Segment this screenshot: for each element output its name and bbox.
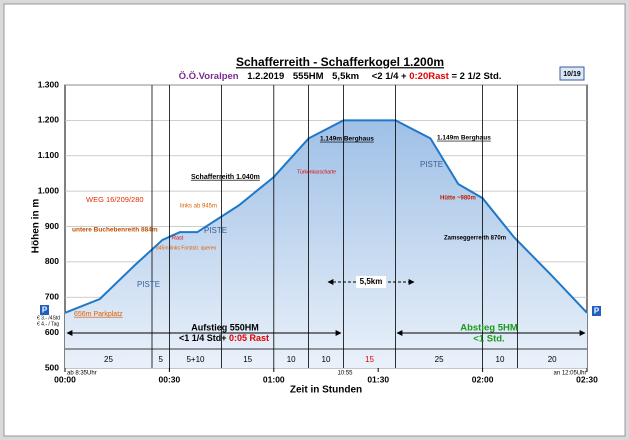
annotation: 0:05 Rast [229,333,269,343]
x-tick-label: 01:30 [367,374,389,384]
segment-label: 25 [435,355,444,364]
annotation: Hütte ~980m [440,196,476,202]
annotation: links ab 945m [180,204,217,210]
y-tick-label: 1.000 [38,185,60,195]
segment-label: 5 [158,355,163,364]
y-tick-label: 1.200 [38,115,60,125]
annotation: Rast [172,235,184,241]
subtitle-part: 0:20Rast [409,71,449,82]
annotation: <1 Std. [473,334,504,345]
y-axis-label: Höhen in m [31,199,42,254]
x-tick-label: 00:00 [54,374,76,384]
annotation: P [594,307,600,316]
y-tick-label: 600 [45,327,59,337]
y-tick-label: 900 [45,221,59,231]
subtitle-part: <2 1/4 + [372,71,407,82]
annotation: 845m links Forststr. queren [156,245,217,251]
distance-bg [356,276,386,288]
segment-label: 10 [287,355,296,364]
annotation: Schafferreith 1.040m [191,174,260,181]
segment-label: 15 [365,355,374,364]
y-tick-label: 500 [45,362,59,372]
annotation: € 3.- /4Std [37,315,60,321]
y-tick-label: 700 [45,292,59,302]
annotation: Türkenkarscharte [297,169,336,175]
x-axis-label: Zeit in Stunden [290,385,362,396]
segment-label: 5+10 [186,355,205,364]
y-tick-label: 1.100 [38,150,60,160]
x-tick-label: 00:30 [159,374,181,384]
badge-box [559,66,585,81]
badge: 10/19 [563,71,581,78]
annotation: Abstieg 5HM [460,323,518,334]
plot [64,85,588,368]
annotation: 656m Parkplatz [74,311,123,318]
subtitle-part: 5,5km [332,71,359,82]
annotation: ab 8:35Uhr [67,371,97,377]
subtitle-part: Ö.Ö.Voralpen [179,71,239,82]
parking-sign [40,305,49,315]
annotation: € 4.- / Tag [37,321,59,327]
annotation: WEG 16/209/280 [86,195,144,204]
annotation: untere Buchebenreith 884m [72,227,158,234]
segment-label: 25 [104,355,113,364]
annotation: 5,5km [360,277,383,286]
segment-label: 10 [322,355,331,364]
subtitle: Ö.Ö.Voralpen 1.2.2019 555HM 5,5km <2 1/4… [179,71,502,82]
annotation: PISTE [137,280,160,289]
annotation: 1.149m Berghaus [320,136,374,143]
annotation: 10:55 [337,371,353,377]
annotation: PISTE [420,160,443,169]
annotation: Aufstieg 550HM [191,322,259,332]
y-tick-label: 1.300 [38,79,60,89]
subtitle-part: 1.2.2019 [247,71,284,82]
x-tick-label: 01:00 [263,374,285,384]
x-tick-label: 02:30 [576,374,598,384]
parking-sign [592,306,601,316]
annotation: Zamseggerreith 870m [444,236,506,242]
annotation: <1 1/4 Std+ 0:05 Rast [179,333,269,343]
annotation: PISTE [204,226,227,235]
subtitle-part: = 2 1/2 Std. [451,71,501,82]
annotation: <1 1/4 Std+ [179,333,227,343]
chart-title: Schafferreith - Schafferkogel 1.200m [236,55,444,69]
segment-label: 10 [496,355,505,364]
x-tick-label: 02:00 [472,374,494,384]
segment-label: 15 [243,355,252,364]
annotation: 1.149m Berghaus [437,135,491,142]
annotation: P [42,306,48,315]
segment-label: 20 [548,355,557,364]
subtitle-part: 555HM [293,71,324,82]
y-tick-label: 800 [45,256,59,266]
annotation: an 12:05Uhr [553,371,586,377]
